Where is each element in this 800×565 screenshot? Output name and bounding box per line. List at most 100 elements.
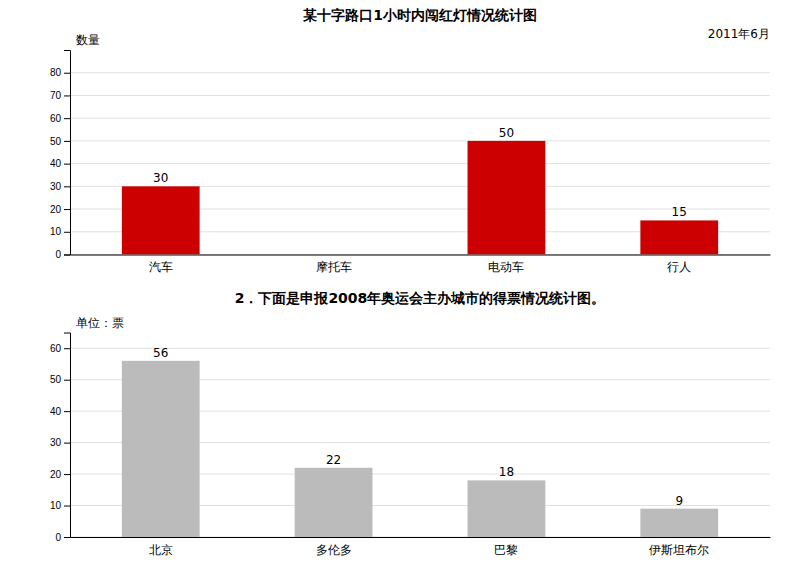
y-tick-label: 70 [50, 90, 62, 101]
y-tick-mark [64, 186, 70, 187]
y-axis: 0 10 20 30 40 50 60 [50, 333, 71, 543]
y-tick: 0 [55, 249, 70, 260]
y-tick-label: 30 [50, 437, 62, 448]
x-tick: 汽车 [149, 260, 173, 274]
page: 某十字路口1小时内闯红灯情况统计图 2011年6月 0 10 20 30 40 50 60 70 8… [0, 0, 800, 565]
x-tick: 北京 [149, 543, 173, 557]
grid-line [70, 95, 770, 96]
grid-line [70, 163, 770, 164]
data-labels: 30 50 15 [153, 126, 687, 220]
y-tick-mark [64, 506, 70, 507]
y-tick-mark [64, 232, 70, 233]
y-tick-mark [64, 209, 70, 210]
y-tick-mark [64, 118, 70, 119]
y-tick: 10 [50, 226, 70, 237]
y-tick-label: 20 [50, 469, 62, 480]
y-tick: 20 [50, 204, 70, 215]
data-label: 15 [672, 205, 687, 219]
x-tick-label: 行人 [667, 260, 691, 274]
bar [295, 254, 373, 255]
y-tick: 30 [50, 437, 70, 448]
bar [640, 220, 718, 254]
grid [70, 73, 770, 255]
y-tick-label: 10 [50, 226, 62, 237]
x-tick-label: 伊斯坦布尔 [649, 543, 709, 557]
chart: 某十字路口1小时内闯红灯情况统计图 2011年6月 0 10 20 30 40 50 60 70 8… [50, 7, 771, 274]
x-tick: 电动车 [488, 260, 524, 274]
x-tick: 伊斯坦布尔 [649, 543, 709, 557]
grid-line [70, 140, 770, 141]
x-tick-label: 汽车 [149, 260, 173, 274]
data-label: 9 [675, 494, 683, 508]
y-tick-mark [64, 411, 70, 412]
subtitle: 2011年6月 [708, 27, 770, 41]
grid-line [70, 72, 770, 73]
y-tick: 40 [50, 406, 70, 417]
title: 2．下面是申报2008年奥运会主办城市的得票情况统计图。 [235, 290, 606, 306]
y-tick-label: 50 [50, 136, 62, 147]
bar [640, 509, 718, 537]
y-tick-mark [64, 348, 70, 349]
y-tick-label: 10 [50, 500, 62, 511]
x-tick: 摩托车 [316, 260, 352, 274]
x-tick-label: 多伦多 [316, 543, 352, 557]
y-tick-mark [64, 95, 70, 96]
y-axis-line [64, 51, 71, 256]
y-tick: 80 [50, 67, 70, 78]
x-tick-label: 电动车 [488, 260, 524, 274]
x-axis: 汽车 摩托车 电动车 行人 [71, 255, 771, 274]
bar [122, 186, 200, 254]
bar [468, 141, 546, 255]
y-tick-label: 20 [50, 204, 62, 215]
x-tick: 巴黎 [494, 543, 518, 557]
y-tick-mark [64, 164, 70, 165]
x-tick-label: 北京 [149, 543, 173, 557]
title: 某十字路口1小时内闯红灯情况统计图 [302, 7, 537, 23]
y-tick: 70 [50, 90, 70, 101]
bars [122, 361, 718, 537]
data-label: 22 [326, 453, 341, 467]
y-tick: 60 [50, 113, 70, 124]
y-axis-label: 单位：票 [76, 316, 124, 330]
y-tick-mark [64, 255, 70, 256]
x-tick: 行人 [667, 260, 691, 274]
data-label: 30 [153, 171, 168, 185]
y-tick: 0 [55, 532, 70, 543]
y-tick-label: 40 [50, 406, 62, 417]
y-tick-label: 0 [55, 249, 61, 260]
y-tick-label: 80 [50, 67, 62, 78]
grid-line [70, 118, 770, 119]
x-axis-line [71, 537, 771, 538]
y-tick-label: 60 [50, 113, 62, 124]
y-axis-line [64, 333, 71, 538]
y-tick-mark [64, 537, 70, 538]
y-axis: 0 10 20 30 40 50 60 70 80 [50, 51, 71, 261]
data-label: 18 [499, 465, 514, 479]
y-tick: 60 [50, 343, 70, 354]
y-tick: 50 [50, 374, 70, 385]
y-tick: 30 [50, 181, 70, 192]
y-tick-label: 40 [50, 158, 62, 169]
chart: 2．下面是申报2008年奥运会主办城市的得票情况统计图。 0 10 20 30 40 50 6… [50, 290, 771, 557]
y-tick-mark [64, 380, 70, 381]
y-tick-mark [64, 474, 70, 475]
y-tick-label: 0 [55, 532, 61, 543]
y-tick-label: 30 [50, 181, 62, 192]
y-tick: 20 [50, 469, 70, 480]
x-tick-label: 巴黎 [494, 543, 518, 557]
bar [295, 468, 373, 537]
y-tick: 10 [50, 500, 70, 511]
y-tick: 50 [50, 136, 70, 147]
grid-line [70, 348, 770, 349]
x-tick: 多伦多 [316, 543, 352, 557]
y-tick-mark [64, 73, 70, 74]
y-tick: 40 [50, 158, 70, 169]
data-labels: 56 22 18 9 [153, 346, 683, 508]
bar [122, 361, 200, 537]
data-label: 50 [499, 126, 514, 140]
grid [70, 348, 770, 537]
x-tick-label: 摩托车 [316, 260, 352, 274]
y-tick-mark [64, 443, 70, 444]
y-tick-label: 50 [50, 374, 62, 385]
data-label: 56 [153, 346, 168, 360]
